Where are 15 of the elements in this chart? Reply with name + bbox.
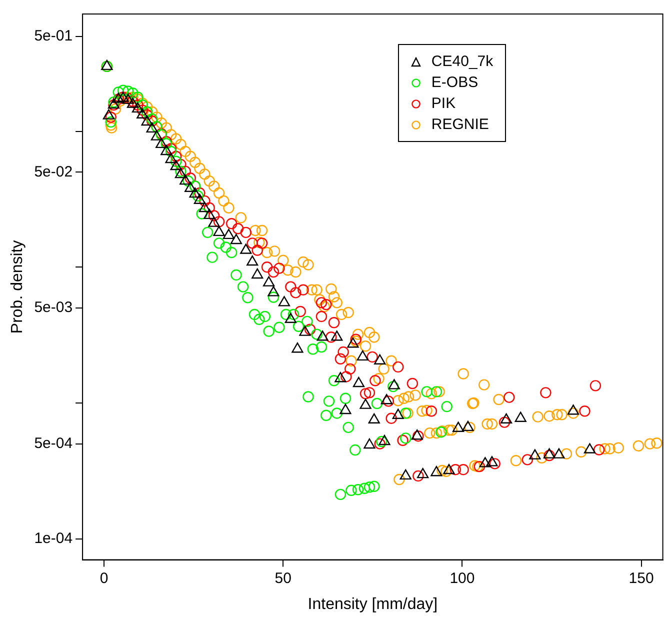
y-tick-label: 5e-02 (34, 163, 73, 180)
legend-label: CE40_7k (431, 52, 494, 72)
y-tick-label: 5e-04 (34, 434, 73, 452)
y-tick-label: 1e-04 (34, 530, 73, 547)
y-tick-label: 5e-01 (34, 27, 73, 44)
x-tick-label: 100 (450, 570, 475, 587)
legend-label: E-OBS (431, 73, 478, 93)
x-axis-title: Intensity [mm/day] (308, 596, 438, 613)
x-tick-label: 150 (628, 570, 654, 587)
legend-label: PIK (431, 94, 456, 114)
x-tick-label: 0 (100, 570, 108, 587)
y-axis-title: Prob. density (9, 240, 26, 334)
legend-label: REGNIE (431, 115, 489, 135)
x-tick-label: 50 (274, 570, 292, 587)
y-tick-label: 5e-03 (34, 299, 73, 316)
